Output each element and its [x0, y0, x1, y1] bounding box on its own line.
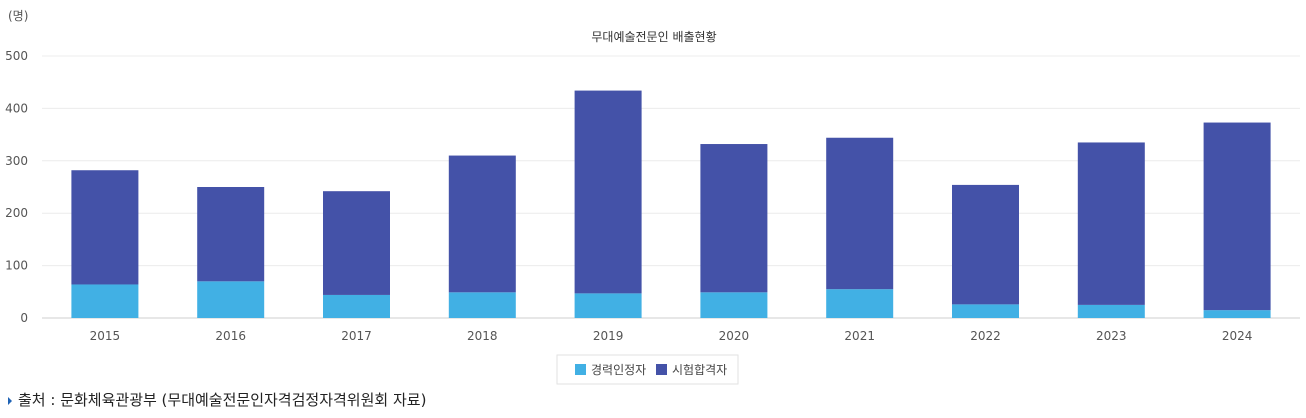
source-text: 출처 : 문화체육관광부 (무대예술전문인자격검정자격위원회 자료) — [18, 391, 427, 409]
bar-exam-2021 — [826, 137, 894, 290]
source-note: 출처 : 문화체육관광부 (무대예술전문인자격검정자격위원회 자료) — [8, 389, 426, 410]
bar-experience-2016 — [197, 281, 265, 318]
y-tick-label: 0 — [20, 311, 28, 325]
bullet-marker-icon — [8, 396, 12, 405]
chart-title: 무대예술전문인 배출현황 — [591, 30, 716, 44]
x-tick-label: 2015 — [90, 329, 121, 343]
x-tick-label: 2024 — [1222, 329, 1253, 343]
x-tick-label: 2017 — [341, 329, 372, 343]
y-tick-label: 100 — [5, 259, 28, 273]
x-tick-label: 2022 — [970, 329, 1001, 343]
y-axis-ticks: 0 100 200 300 400 500 — [5, 49, 28, 325]
x-tick-label: 2023 — [1096, 329, 1127, 343]
bar-experience-2021 — [826, 289, 894, 318]
y-tick-label: 300 — [5, 154, 28, 168]
y-tick-label: 200 — [5, 206, 28, 220]
bar-experience-2015 — [71, 284, 139, 318]
bar-exam-2017 — [323, 191, 390, 295]
y-tick-label: 500 — [5, 49, 28, 63]
bar-exam-2019 — [574, 90, 642, 294]
x-tick-label: 2020 — [719, 329, 750, 343]
bar-experience-2018 — [448, 292, 516, 318]
x-tick-label: 2021 — [844, 329, 875, 343]
bar-exam-2016 — [197, 187, 265, 282]
bar-exam-2022 — [952, 184, 1019, 305]
legend-label-exam: 시험합격자 — [672, 363, 727, 377]
x-axis-ticks: 2015 2016 2017 2018 2019 2020 2021 2022 2023 2024 — [90, 329, 1253, 343]
y-tick-label: 400 — [5, 101, 28, 115]
bar-experience-2020 — [700, 292, 768, 318]
legend-swatch-exam — [656, 364, 667, 375]
y-unit-label: (명) — [8, 9, 28, 23]
bar-exam-2015 — [71, 170, 139, 285]
bar-exam-2020 — [700, 144, 768, 293]
bar-exam-2023 — [1077, 142, 1145, 305]
x-tick-label: 2019 — [593, 329, 624, 343]
bar-exam-2018 — [448, 155, 516, 293]
legend-swatch-experience — [575, 364, 586, 375]
bar-experience-2022 — [952, 304, 1019, 318]
bar-experience-2017 — [323, 294, 390, 318]
bar-experience-2023 — [1077, 304, 1145, 318]
legend-label-experience: 경력인정자 — [591, 363, 646, 377]
bars — [71, 90, 1271, 318]
bar-exam-2024 — [1203, 122, 1271, 311]
legend: 경력인정자 시험합격자 — [556, 354, 739, 385]
bar-experience-2024 — [1203, 310, 1271, 318]
legend-box — [556, 354, 739, 385]
bar-experience-2019 — [574, 293, 642, 318]
x-tick-label: 2016 — [215, 329, 246, 343]
x-tick-label: 2018 — [467, 329, 498, 343]
